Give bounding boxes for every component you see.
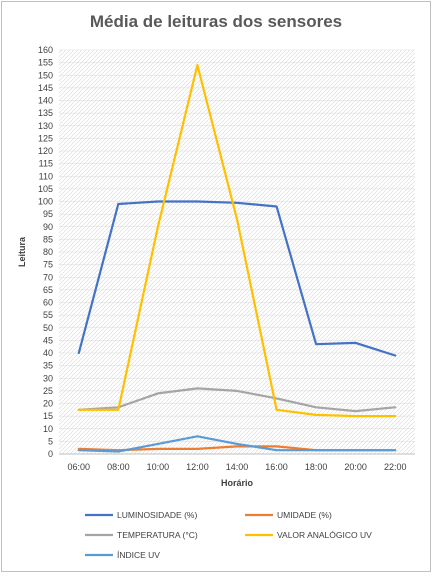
series-line bbox=[77, 435, 397, 453]
series-line bbox=[77, 200, 397, 357]
y-tick-label: 160 bbox=[38, 45, 53, 55]
y-tick-label: 20 bbox=[43, 399, 53, 409]
y-tick-label: 85 bbox=[43, 234, 53, 244]
y-tick-label: 55 bbox=[43, 310, 53, 320]
x-axis-title: Horário bbox=[221, 478, 254, 488]
y-tick-label: 70 bbox=[43, 272, 53, 282]
y-tick-label: 80 bbox=[43, 247, 53, 257]
x-tick-label: 06:00 bbox=[68, 462, 91, 472]
y-tick-label: 90 bbox=[43, 222, 53, 232]
y-tick-label: 135 bbox=[38, 108, 53, 118]
x-tick-labels: 06:00 08:00 10:00 12:00 14:00 16:00 18:00 20:00… bbox=[68, 462, 407, 472]
y-tick-label: 110 bbox=[39, 171, 53, 181]
x-tick-label: 20:00 bbox=[344, 462, 367, 472]
y-tick-label: 140 bbox=[38, 96, 53, 106]
y-tick-label: 5 bbox=[48, 436, 53, 446]
y-axis-title: Leitura bbox=[17, 236, 27, 267]
y-tick-label: 65 bbox=[43, 285, 53, 295]
y-tick-label: 30 bbox=[43, 373, 53, 383]
y-tick-label: 45 bbox=[43, 335, 53, 345]
series-line bbox=[77, 387, 397, 413]
y-tick-label: 10 bbox=[43, 424, 53, 434]
y-tick-label: 105 bbox=[38, 184, 53, 194]
y-tick-label: 50 bbox=[43, 323, 53, 333]
y-tick-label: 95 bbox=[43, 209, 53, 219]
x-tick-label: 18:00 bbox=[305, 462, 328, 472]
y-tick-labels: 0 5 10 15 20 25 30 35 40 45 50 55 60 65 70 75 80 85 90 95 10… bbox=[38, 45, 53, 459]
legend-label: TEMPERATURA (°C) bbox=[117, 530, 198, 540]
y-tick-label: 125 bbox=[38, 133, 53, 143]
legend-label: LUMINOSIDADE (%) bbox=[117, 510, 197, 520]
y-tick-label: 100 bbox=[38, 197, 53, 207]
y-tick-label: 40 bbox=[43, 348, 53, 358]
y-tick-label: 155 bbox=[38, 58, 53, 68]
y-tick-label: 35 bbox=[43, 361, 53, 371]
y-tick-label: 0 bbox=[48, 449, 53, 459]
x-tick-label: 10:00 bbox=[147, 462, 170, 472]
y-tick-label: 15 bbox=[43, 411, 53, 421]
legend-label: UMIDADE (%) bbox=[277, 510, 332, 520]
y-tick-label: 75 bbox=[43, 260, 53, 270]
legend: LUMINOSIDADE (%) UMIDADE (%) TEMPERATURA (… bbox=[85, 510, 372, 560]
y-tick-label: 120 bbox=[38, 146, 53, 156]
x-tick-label: 14:00 bbox=[226, 462, 249, 472]
legend-label: VALOR ANALÓGICO UV bbox=[277, 530, 372, 540]
legend-label: ÍNDICE UV bbox=[117, 550, 160, 560]
y-tick-label: 60 bbox=[43, 298, 53, 308]
x-tick-label: 16:00 bbox=[265, 462, 288, 472]
gridlines bbox=[59, 49, 415, 455]
y-tick-label: 115 bbox=[39, 159, 53, 169]
y-tick-label: 145 bbox=[38, 83, 53, 93]
series-lines bbox=[77, 63, 397, 453]
y-tick-label: 150 bbox=[38, 70, 53, 80]
x-tick-label: 22:00 bbox=[384, 462, 407, 472]
series-line bbox=[77, 63, 397, 418]
y-tick-label: 25 bbox=[43, 386, 53, 396]
y-tick-label: 130 bbox=[38, 121, 53, 131]
x-tick-label: 12:00 bbox=[186, 462, 209, 472]
x-tick-label: 08:00 bbox=[107, 462, 130, 472]
chart-title: Média de leituras dos sensores bbox=[89, 12, 343, 31]
